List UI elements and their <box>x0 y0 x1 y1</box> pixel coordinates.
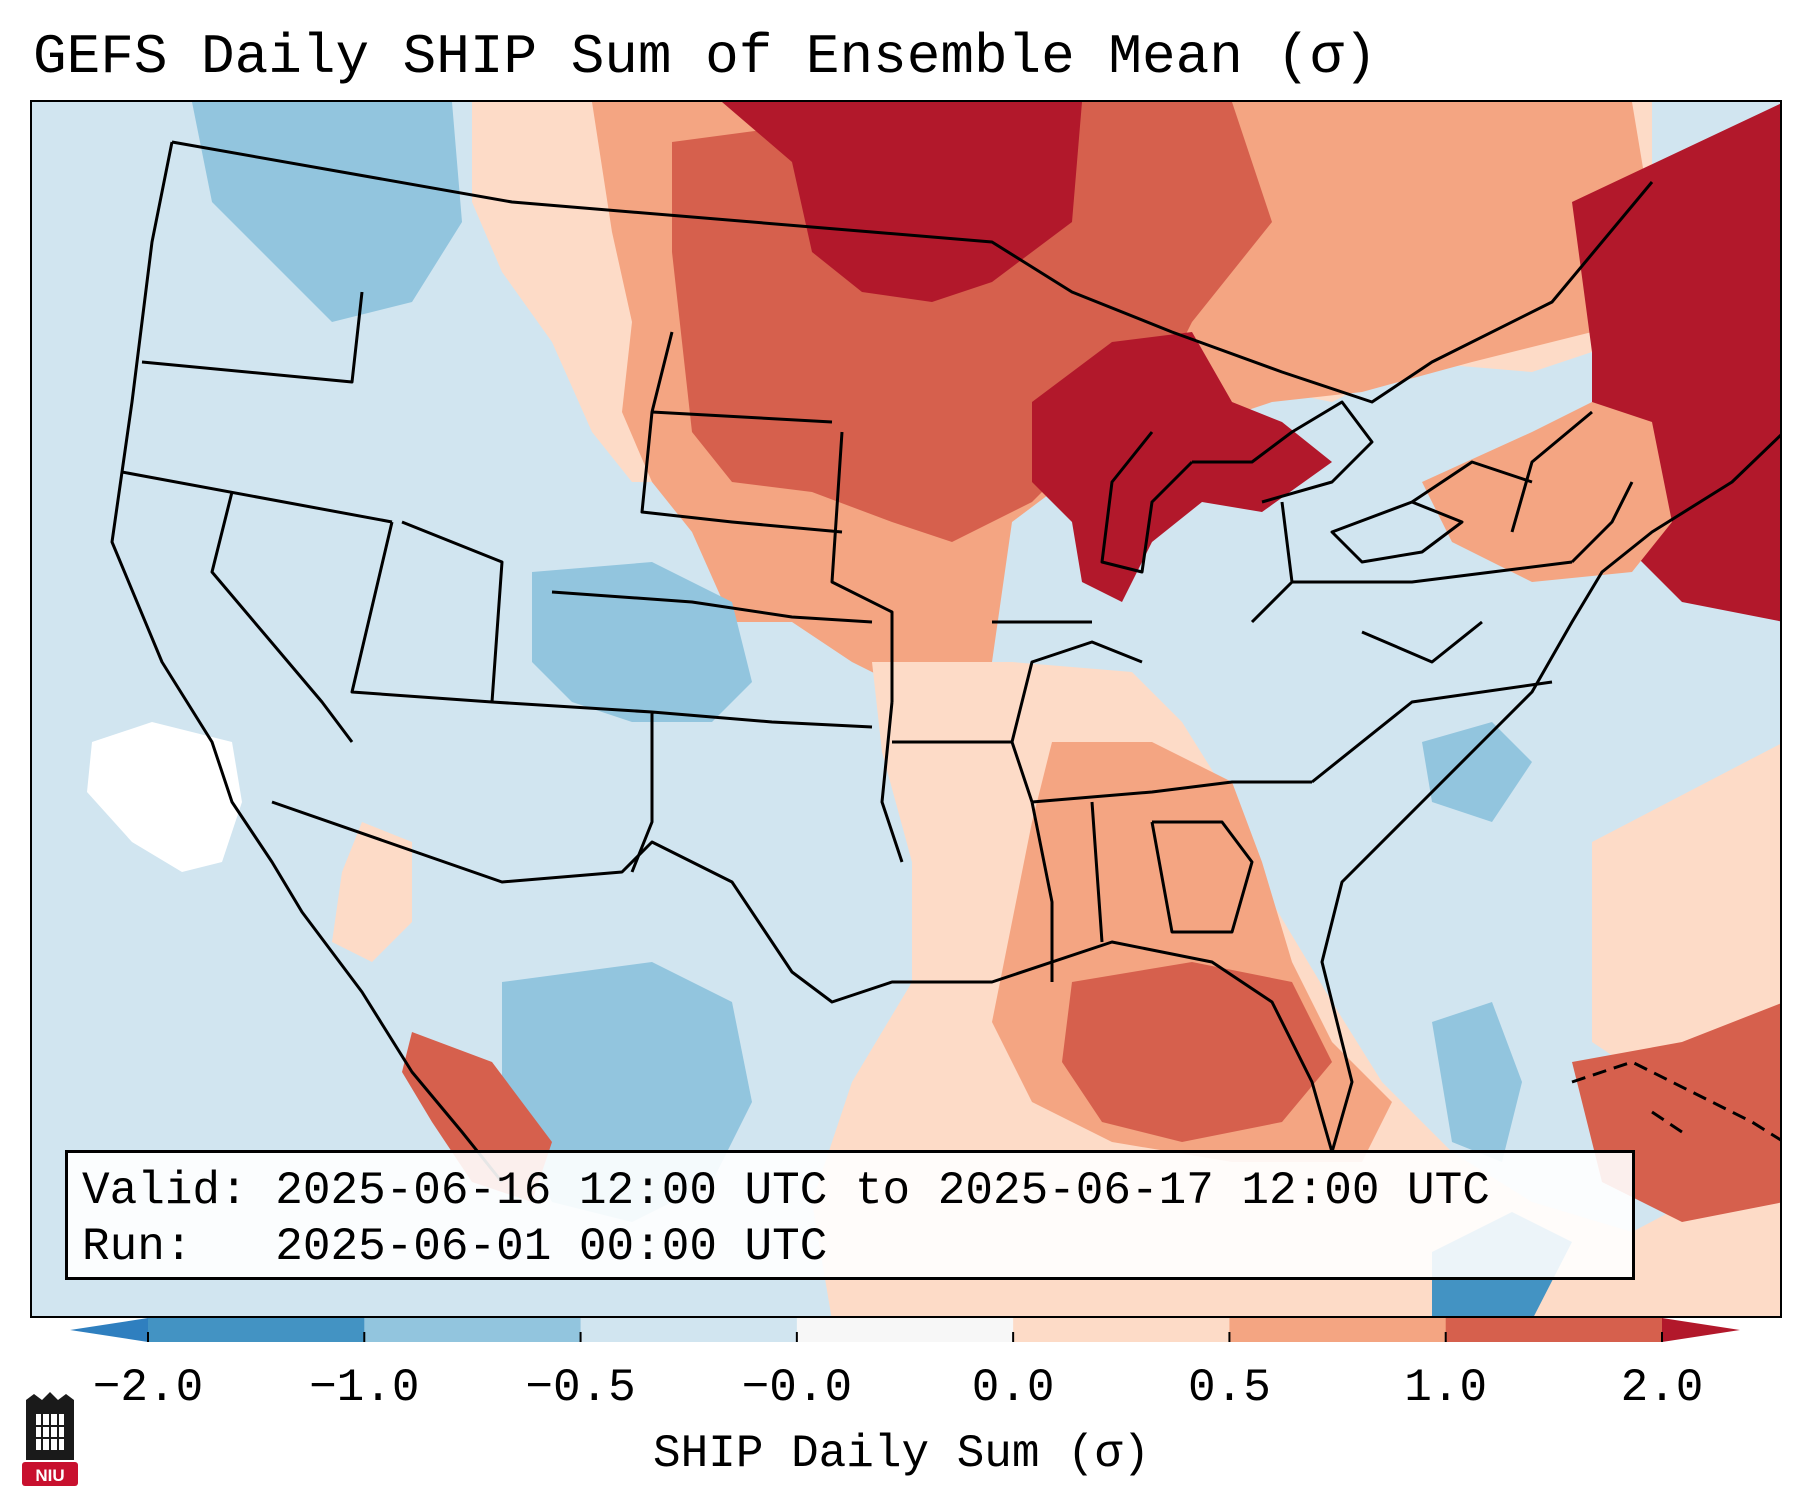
colorbar-bin-1 <box>364 1318 582 1342</box>
map-title: GEFS Daily SHIP Sum of Ensemble Mean (σ) <box>33 25 1378 89</box>
run-time: 2025-06-01 00:00 UTC <box>275 1221 828 1273</box>
cool-region-florida <box>1432 1002 1522 1162</box>
west-coast <box>110 141 504 1183</box>
colorbar-tick-label: −1.0 <box>309 1362 420 1414</box>
midwest-state-lines <box>880 620 1143 863</box>
colorbar <box>70 1318 1740 1342</box>
colorbar-bin-4 <box>1013 1318 1230 1342</box>
colorbar-ticks <box>147 1332 1663 1342</box>
lake-erie-ontario <box>1330 460 1533 564</box>
colorbar-extend-min <box>70 1318 148 1342</box>
warm-region-atlantic <box>1592 744 1780 1102</box>
plains-state-lines <box>640 331 894 702</box>
colorbar-label: SHIP Daily Sum (σ) <box>653 1428 1150 1480</box>
mid-atlantic-state-lines <box>1250 501 1573 784</box>
great-lakes-shorelines <box>1100 400 1374 574</box>
southeast-state-lines <box>1030 780 1312 982</box>
colorbar-bin-6 <box>1445 1318 1663 1342</box>
east-coast <box>1320 433 1780 1153</box>
boundary-lines <box>110 140 1780 1183</box>
northeast-state-lines <box>1510 410 1634 564</box>
colorbar-tick-label: 2.0 <box>1620 1362 1704 1414</box>
warm-region-baja <box>332 822 412 962</box>
colorbar-tick-label: 1.0 <box>1404 1362 1488 1414</box>
colorbar-extend-max <box>1662 1318 1740 1342</box>
colorbar-tick-label: −0.5 <box>525 1362 636 1414</box>
colorbar-tick-label: −0.0 <box>741 1362 853 1414</box>
logo-banner <box>22 1462 78 1486</box>
niu-logo: NIU <box>22 1392 78 1486</box>
colorbar-bin-0 <box>148 1318 365 1342</box>
southern-border-and-gulf-coast <box>271 800 1334 1153</box>
colorbar-tick-label: 0.5 <box>1188 1362 1271 1414</box>
colorbar-bin-2 <box>580 1318 798 1342</box>
warm-region-northeast <box>1422 402 1672 582</box>
valid-time-range: 2025-06-16 12:00 UTC to 2025-06-17 12:00… <box>275 1165 1490 1217</box>
colorbar-bin-3 <box>796 1318 1014 1342</box>
colorbar-bin-5 <box>1229 1318 1447 1342</box>
western-state-lines <box>121 291 504 743</box>
caribbean-islands <box>1571 1060 1780 1142</box>
colorbar-tick-label: 0.0 <box>971 1362 1055 1414</box>
cool-region-north-carolina <box>1422 722 1532 822</box>
colorbar-tick-label: −2.0 <box>92 1362 204 1414</box>
validity-info-box: Valid: 2025-06-16 12:00 UTC to 2025-06-1… <box>65 1150 1635 1280</box>
mountain-state-lines <box>491 590 873 873</box>
valid-label: Valid: <box>82 1165 248 1217</box>
hot-region-gulf <box>1062 962 1332 1142</box>
map-panel <box>30 100 1782 1318</box>
ship-anomaly-map <box>32 102 1780 1316</box>
neutral-patch <box>87 722 242 872</box>
run-label: Run: <box>82 1221 193 1273</box>
max-region-north-dakota <box>722 102 1082 302</box>
logo-text: NIU <box>35 1466 64 1485</box>
canada-us-border <box>171 140 1654 404</box>
max-region-great-lakes <box>1032 332 1332 602</box>
colorbar-bins <box>148 1318 1663 1342</box>
